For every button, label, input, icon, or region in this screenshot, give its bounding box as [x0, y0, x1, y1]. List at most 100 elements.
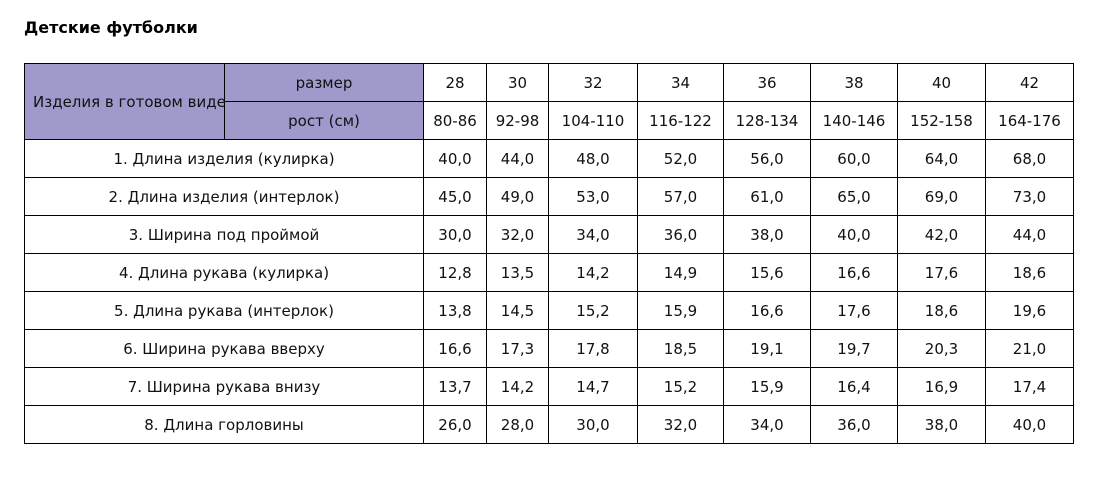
- value-cell: 17,6: [810, 291, 898, 330]
- value-cell: 53,0: [548, 177, 638, 216]
- value-cell: 60,0: [810, 139, 898, 178]
- value-cell: 69,0: [897, 177, 986, 216]
- value-cell: 18,6: [897, 291, 986, 330]
- height-cell: 116-122: [637, 101, 724, 140]
- value-cell: 21,0: [985, 329, 1074, 368]
- value-cell: 49,0: [486, 177, 549, 216]
- value-cell: 17,3: [486, 329, 549, 368]
- height-cell: 128-134: [723, 101, 811, 140]
- value-cell: 13,8: [423, 291, 487, 330]
- size-cell: 42: [985, 63, 1074, 102]
- row-label: 7. Ширина рукава внизу: [24, 367, 424, 406]
- value-cell: 14,5: [486, 291, 549, 330]
- value-cell: 32,0: [637, 405, 724, 444]
- value-cell: 38,0: [897, 405, 986, 444]
- row-label: 2. Длина изделия (интерлок): [24, 177, 424, 216]
- value-cell: 18,6: [985, 253, 1074, 292]
- value-cell: 16,6: [423, 329, 487, 368]
- value-cell: 36,0: [810, 405, 898, 444]
- size-cell: 30: [486, 63, 549, 102]
- value-cell: 17,6: [897, 253, 986, 292]
- row-label: 4. Длина рукава (кулирка): [24, 253, 424, 292]
- size-table: Изделия в готовом виде размер 28 30 32 34 36 38…: [24, 63, 1074, 444]
- size-cell: 32: [548, 63, 638, 102]
- table-row: 2. Длина изделия (интерлок) 45,0 49,0 53,0 5…: [24, 177, 1074, 216]
- table-row: 3. Ширина под проймой 30,0 32,0 34,0 36,0 38,…: [24, 215, 1074, 254]
- table-row: 8. Длина горловины 26,0 28,0 30,0 32,0 34,0 36…: [24, 405, 1074, 444]
- height-label: рост (см): [224, 101, 424, 140]
- corner-header: Изделия в готовом виде: [24, 63, 226, 140]
- height-cell: 80-86: [423, 101, 487, 140]
- value-cell: 30,0: [548, 405, 638, 444]
- value-cell: 38,0: [723, 215, 811, 254]
- value-cell: 15,9: [637, 291, 724, 330]
- value-cell: 30,0: [423, 215, 487, 254]
- value-cell: 14,2: [486, 367, 549, 406]
- row-label: 3. Ширина под проймой: [24, 215, 424, 254]
- value-cell: 48,0: [548, 139, 638, 178]
- value-cell: 40,0: [985, 405, 1074, 444]
- value-cell: 15,6: [723, 253, 811, 292]
- value-cell: 40,0: [423, 139, 487, 178]
- size-cell: 40: [897, 63, 986, 102]
- value-cell: 15,9: [723, 367, 811, 406]
- value-cell: 40,0: [810, 215, 898, 254]
- value-cell: 16,6: [723, 291, 811, 330]
- table-row: 6. Ширина рукава вверху 16,6 17,3 17,8 18,5 1…: [24, 329, 1074, 368]
- value-cell: 16,4: [810, 367, 898, 406]
- table-row: рост (см) 80-86 92-98 104-110 116-122 128-134…: [25, 101, 1074, 140]
- value-cell: 18,5: [637, 329, 724, 368]
- size-cell: 38: [810, 63, 898, 102]
- value-cell: 12,8: [423, 253, 487, 292]
- table-row: 1. Длина изделия (кулирка) 40,0 44,0 48,0 52…: [24, 139, 1074, 178]
- row-label: 5. Длина рукава (интерлок): [24, 291, 424, 330]
- size-cell: 34: [637, 63, 724, 102]
- value-cell: 26,0: [423, 405, 487, 444]
- height-cell: 152-158: [897, 101, 986, 140]
- value-cell: 19,7: [810, 329, 898, 368]
- value-cell: 20,3: [897, 329, 986, 368]
- value-cell: 36,0: [637, 215, 724, 254]
- value-cell: 16,9: [897, 367, 986, 406]
- value-cell: 13,7: [423, 367, 487, 406]
- row-label: 6. Ширина рукава вверху: [24, 329, 424, 368]
- table-row: Изделия в готовом виде размер 28 30 32 34 36 38…: [24, 63, 1074, 140]
- value-cell: 17,8: [548, 329, 638, 368]
- value-cell: 14,2: [548, 253, 638, 292]
- value-cell: 57,0: [637, 177, 724, 216]
- row-label: 1. Длина изделия (кулирка): [24, 139, 424, 178]
- value-cell: 65,0: [810, 177, 898, 216]
- value-cell: 19,1: [723, 329, 811, 368]
- table-row: 5. Длина рукава (интерлок) 13,8 14,5 15,2 15…: [24, 291, 1074, 330]
- value-cell: 15,2: [637, 367, 724, 406]
- value-cell: 61,0: [723, 177, 811, 216]
- height-cell: 92-98: [486, 101, 549, 140]
- height-cell: 140-146: [810, 101, 898, 140]
- title: Детские футболки: [24, 18, 198, 37]
- value-cell: 28,0: [486, 405, 549, 444]
- value-cell: 73,0: [985, 177, 1074, 216]
- table-row: 4. Длина рукава (кулирка) 12,8 13,5 14,2 14,…: [24, 253, 1074, 292]
- value-cell: 34,0: [548, 215, 638, 254]
- value-cell: 13,5: [486, 253, 549, 292]
- table-body: Изделия в готовом виде размер 28 30 32 34 36 38…: [24, 63, 1074, 444]
- row-label: 8. Длина горловины: [24, 405, 424, 444]
- value-cell: 19,6: [985, 291, 1074, 330]
- value-cell: 15,2: [548, 291, 638, 330]
- size-label: размер: [224, 63, 424, 102]
- value-cell: 44,0: [985, 215, 1074, 254]
- value-cell: 64,0: [897, 139, 986, 178]
- value-cell: 52,0: [637, 139, 724, 178]
- height-cell: 104-110: [548, 101, 638, 140]
- value-cell: 56,0: [723, 139, 811, 178]
- size-cell: 28: [423, 63, 487, 102]
- value-cell: 68,0: [985, 139, 1074, 178]
- value-cell: 14,9: [637, 253, 724, 292]
- value-cell: 17,4: [985, 367, 1074, 406]
- size-cell: 36: [723, 63, 811, 102]
- value-cell: 45,0: [423, 177, 487, 216]
- value-cell: 16,6: [810, 253, 898, 292]
- value-cell: 34,0: [723, 405, 811, 444]
- table-row: 7. Ширина рукава внизу 13,7 14,2 14,7 15,2 15…: [24, 367, 1074, 406]
